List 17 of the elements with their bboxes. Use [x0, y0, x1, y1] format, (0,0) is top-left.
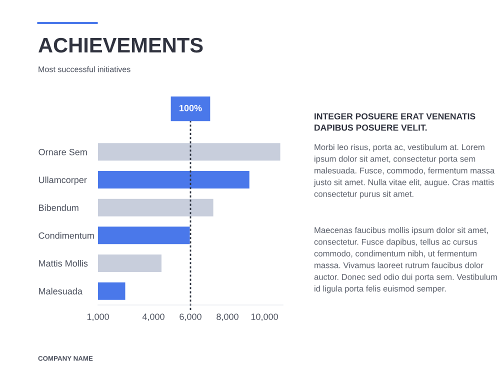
x-tick-label: 4,000	[142, 314, 164, 322]
text: Maecenas faucibus mollis ipsum dolor sit amet, consectetur. Fusce dapibus, tellus ac cursus commodo, condimentum nibh, ut fermentum massa. Vivamus laoreet rutrum faucibus dolor auctor. Donec sed odio dui porta sem. Vestibulum id ligula porta felis euismod semper.	[314, 227, 497, 294]
y-tick-label: Condimentum	[38, 232, 94, 239]
y-tick-label: Mattis Mollis	[39, 260, 88, 267]
chart-subtitle: Most successful initiatives	[38, 66, 130, 72]
y-tick-label: Ornare Sem	[38, 148, 87, 156]
annotation: 100%	[180, 104, 202, 112]
text: Morbi leo risus, porta ac, vestibulum at. Lorem ipsum dolor sit amet, consectetur porta sem malesuada. Fusce, commodo, fermentum massa justo sit amet. Nulla vitae elit, augue. Cras mattis consectetur purus sit amet.	[314, 144, 495, 199]
x-tick-label: 6,000	[180, 314, 202, 322]
y-tick-label: Ullamcorper	[38, 176, 87, 185]
y-tick-label: Bibendum	[39, 204, 78, 211]
chart-title: ACHIEVEMENTS	[38, 38, 203, 53]
y-tick-label: Malesuada	[39, 288, 82, 294]
x-tick-label: 10,000	[251, 314, 278, 322]
x-tick-label: 1,000	[87, 314, 109, 322]
text: INTEGER POSUERE ERAT VENENATIS DAPIBUS POSUERE VELIT.	[314, 113, 476, 131]
x-tick-label: 8,000	[216, 314, 238, 322]
